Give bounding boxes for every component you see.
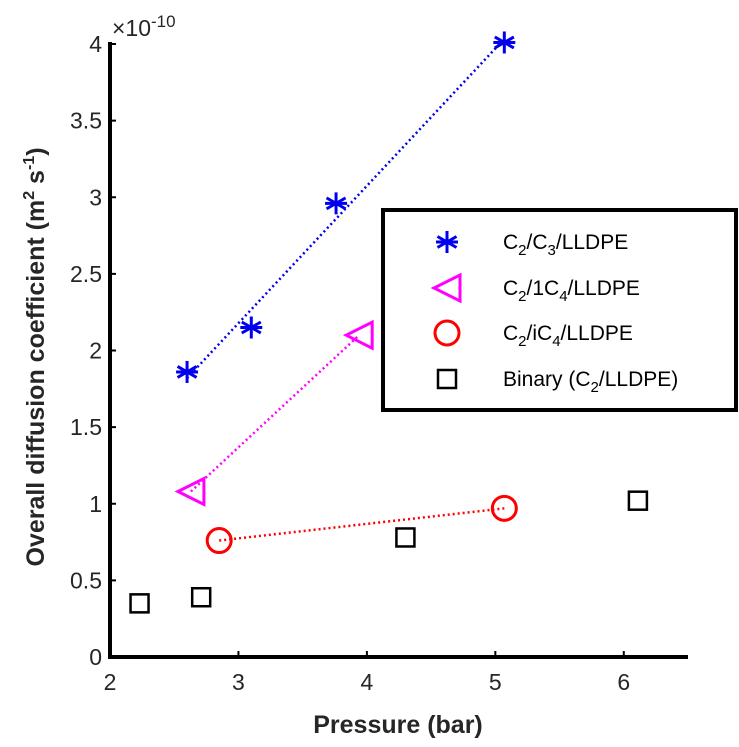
legend-label-sub: 2 [518,242,526,259]
legend-label-sub: 2 [518,333,526,350]
marker-shape [174,476,206,507]
legend-label-part: /iC [527,322,553,345]
y-tick-label: 1 [89,491,102,517]
marker-shape [430,272,462,304]
y-tick-label: 0.5 [70,567,102,593]
legend-label: C2/iC4/LLDPE [503,322,633,350]
y-axis-exponent-base: ×10 [112,15,151,41]
marker-shape [342,319,374,351]
y-tick-label: 1.5 [70,414,102,440]
y-tick-label: 0 [89,644,102,670]
legend-label-part: /LLDPE [561,322,633,345]
y-axis-exponent: ×10-10 [112,12,176,41]
legend-label-part: C [503,231,518,254]
legend-label-part: /1C [527,277,560,300]
legend-label-part: /LLDPE [568,277,640,300]
x-tick-label: 6 [617,669,630,695]
data-point [190,586,212,608]
data-point [342,319,374,351]
series-1 [174,319,374,507]
y-axis-title-main: Overall diffusion coefficient (m [22,200,50,567]
marker-shape [436,368,458,390]
y-tick-label: 2.5 [70,261,102,287]
legend-label-sub: 4 [559,288,567,305]
x-tick-label: 5 [489,669,502,695]
fit-line [190,334,361,493]
legend-marker [436,368,458,390]
marker-shape [129,593,150,614]
axes: 2 3 4 5 6 0 0.5 1 1.5 2 2.5 3 3.5 4 [70,31,688,695]
axis-labels: Pressure (bar) Overall diffusion coeffic… [21,12,483,739]
data-point [129,593,150,614]
data-point [240,316,263,339]
data-point [176,360,199,383]
y-axis-title-mid: s [22,170,50,191]
legend-label-sub: 2 [518,288,526,305]
legend-label-part: C [503,322,518,345]
legend-marker [433,319,461,347]
y-axis-exponent-power: -10 [151,12,176,31]
series-3 [129,490,649,614]
x-tick-label: 2 [104,669,117,695]
legend-marker [436,231,458,253]
data-point [395,527,416,548]
y-axis-title-sup2: -1 [21,156,38,170]
data-point [174,476,206,507]
marker-shape [190,586,212,608]
legend-label-sub: 2 [591,379,599,396]
y-tick-label: 3.5 [70,108,102,134]
y-tick-label: 3 [89,184,102,210]
legend-label-part: Binary (C [503,368,591,391]
marker-shape [627,490,649,511]
marker-shape [433,319,461,347]
y-axis-title: Overall diffusion coefficient (m2 s-1) [21,147,50,566]
series-2 [205,494,518,555]
y-axis-title-end: ) [22,147,50,155]
legend: C2/C3/LLDPEC2/1C4/LLDPEC2/iC4/LLDPEBinar… [381,208,738,412]
legend-label-part: C [503,277,518,300]
x-axis-title: Pressure (bar) [313,711,483,739]
series-0 [176,31,516,383]
data-point [325,192,348,215]
legend-label-sub: 4 [552,333,560,350]
legend-marker [430,272,462,304]
legend-label-sub: 3 [548,242,556,259]
data-point [205,527,233,555]
data-point [490,494,518,522]
x-tick-label: 3 [232,669,245,695]
y-axis-title-sup1: 2 [21,191,38,200]
legend-label: C2/C3/LLDPE [503,231,628,259]
y-tick-label: 4 [89,31,102,57]
y-tick-label: 2 [89,338,102,364]
legend-label-part: /LLDPE) [599,368,678,391]
fit-line [219,507,505,542]
plot-area [129,31,649,614]
legend-label: C2/1C4/LLDPE [503,277,640,305]
x-tick-label: 4 [360,669,373,695]
data-point [627,490,649,511]
marker-shape [395,527,416,548]
data-point [493,31,516,54]
legend-label-part: /LLDPE [556,231,628,254]
marker-shape [205,527,233,555]
legend-label-part: /C [527,231,548,254]
legend-label: Binary (C2/LLDPE) [503,368,678,396]
marker-shape [490,494,518,522]
